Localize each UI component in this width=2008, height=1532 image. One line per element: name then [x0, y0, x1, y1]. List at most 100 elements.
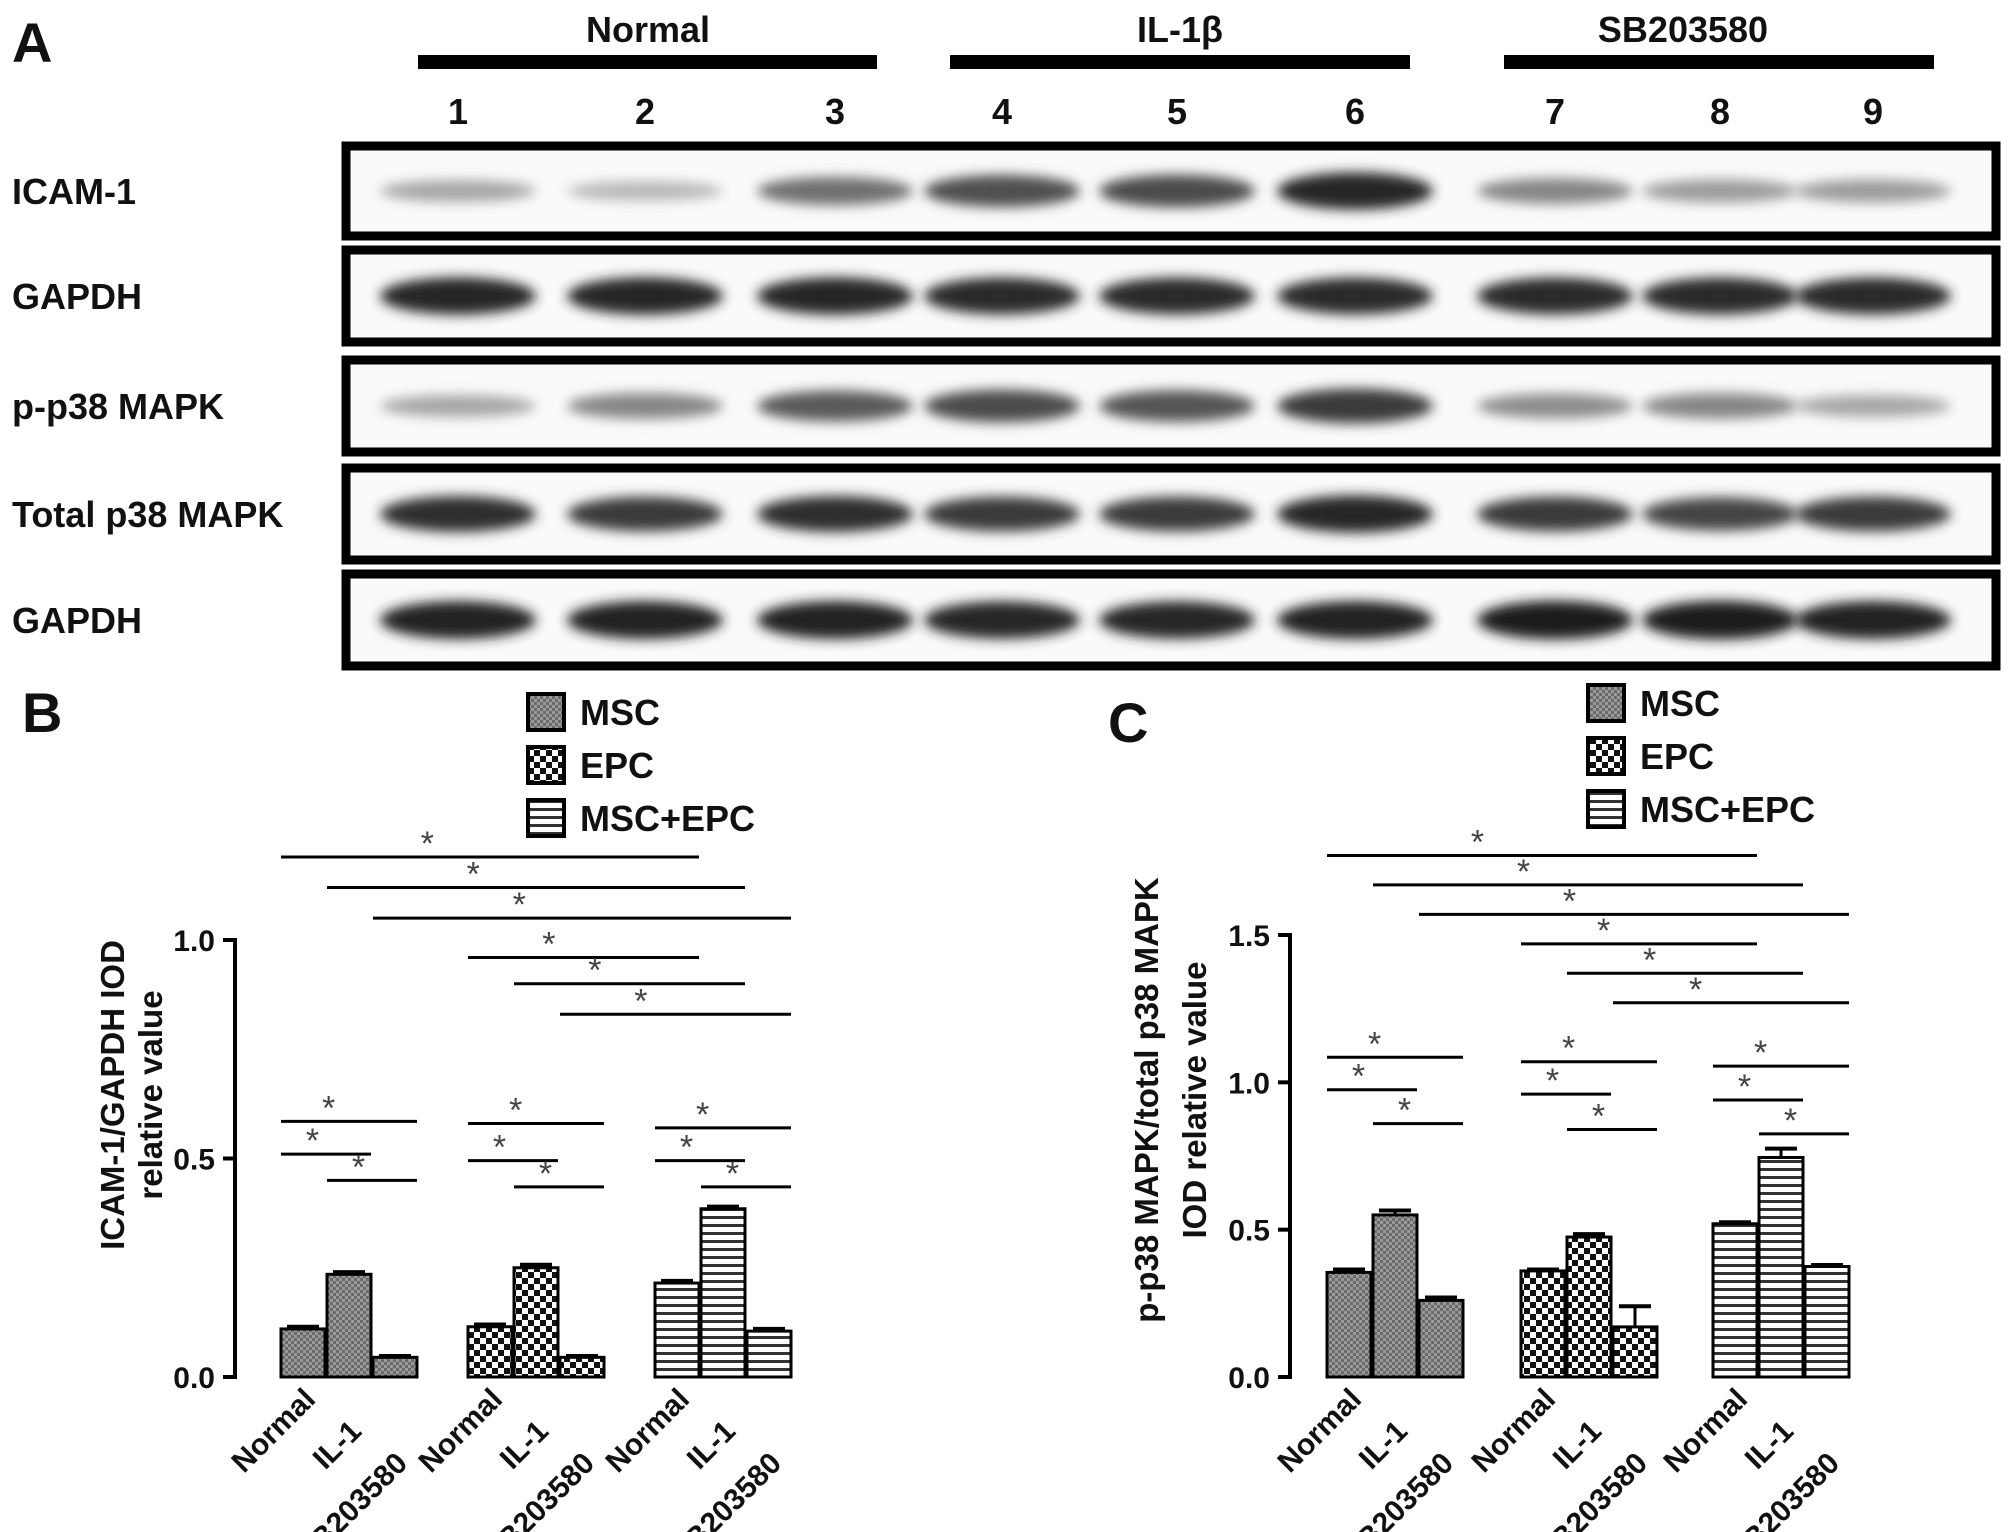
legend-label-msc-epc: MSC+EPC: [1640, 789, 1815, 830]
y-axis-label-c-line1: p-p38 MAPK/total p38 MAPK: [1128, 877, 1165, 1323]
blot-row-label: GAPDH: [12, 600, 142, 641]
bar-msc-epc-il-1: [1757, 1155, 1805, 1379]
significance-marker: *: [306, 1122, 319, 1160]
legend-swatch-msc: [1586, 683, 1626, 723]
x-tick-label-il-1: IL-1: [1547, 1415, 1608, 1476]
blot-row-icam-1-0: ICAM-1: [12, 141, 2001, 241]
bar-epc-il-1: [512, 1266, 560, 1379]
blot-band: [1795, 601, 1951, 639]
y-tick-label: 1.0: [173, 925, 215, 958]
lane-number-8: 8: [1710, 91, 1730, 132]
blot-band: [380, 495, 536, 533]
x-tick-label-il-1: IL-1: [1739, 1415, 1800, 1476]
bar-epc-sb203580: [1611, 1325, 1659, 1379]
blot-row-gapdh-4: GAPDH: [12, 569, 2001, 671]
x-tick-label-normal: Normal: [600, 1383, 696, 1479]
blot-band: [757, 601, 913, 639]
significance-marker: *: [634, 982, 647, 1020]
blot-row-p-p38-mapk-2: p-p38 MAPK: [12, 355, 2001, 457]
blot-band: [1277, 495, 1433, 533]
x-tick-label-sb203580: SB203580: [1722, 1447, 1846, 1532]
group-label-sb203580: SB203580: [1598, 9, 1768, 50]
blot-band: [1795, 395, 1951, 417]
lane-number-4: 4: [992, 91, 1012, 132]
x-tick-label-normal: Normal: [1272, 1383, 1368, 1479]
lane-number-7: 7: [1545, 91, 1565, 132]
significance-marker: *: [1597, 912, 1610, 950]
significance-marker: *: [542, 925, 555, 963]
blot-band: [1099, 601, 1255, 639]
y-tick-label: 1.0: [1228, 1067, 1270, 1100]
legend-swatch-epc: [526, 745, 566, 785]
legend-label-epc: EPC: [580, 745, 654, 786]
y-tick-label: 0.5: [173, 1144, 215, 1177]
chart-c: 0.00.51.01.5NormalIL-1SB203580NormalIL-1…: [1228, 823, 1851, 1532]
significance-marker: *: [493, 1129, 506, 1167]
bar-msc-sb203580: [371, 1355, 419, 1379]
lane-number-2: 2: [635, 91, 655, 132]
bar-msc-sb203580: [1417, 1298, 1465, 1379]
bar-msc-epc-il-1: [699, 1207, 747, 1379]
lane-number-1: 1: [448, 91, 468, 132]
blot-band: [924, 174, 1080, 208]
x-tick-label-sb203580: SB203580: [477, 1447, 601, 1532]
blot-band: [1642, 179, 1798, 203]
blot-band: [757, 495, 913, 533]
panel-label-c: C: [1108, 691, 1148, 754]
significance-marker: *: [509, 1092, 522, 1130]
blot-band: [380, 180, 536, 202]
significance-marker: *: [513, 886, 526, 924]
panel-label-b: B: [22, 681, 62, 744]
bar-msc-il-1: [325, 1272, 373, 1379]
x-tick-label-il-1: IL-1: [494, 1415, 555, 1476]
legend-c: MSC EPC MSC+EPC: [1586, 683, 1815, 830]
legend-swatch-msc-epc: [526, 798, 566, 838]
blot-band: [380, 277, 536, 315]
blot-band: [1795, 277, 1951, 315]
x-tick-label-sb203580: SB203580: [664, 1447, 788, 1532]
blot-rows: ICAM-1 GAPDH p-p38 MAPK Total p38 MAPK GAPDH: [12, 141, 2001, 671]
significance-marker: *: [1689, 971, 1702, 1009]
legend-label-msc-epc: MSC+EPC: [580, 798, 755, 839]
lane-number-3: 3: [825, 91, 845, 132]
bar-msc-epc-sb203580: [745, 1329, 793, 1379]
y-tick-label: 0.5: [1228, 1215, 1270, 1248]
group-label-normal: Normal: [586, 9, 710, 50]
bar-msc-epc-normal: [653, 1281, 701, 1379]
significance-marker: *: [467, 856, 480, 894]
x-tick-label-normal: Normal: [413, 1383, 509, 1479]
chart-b: 0.00.51.0NormalIL-1SB203580NormalIL-1SB2…: [173, 825, 793, 1532]
blot-band: [1477, 178, 1633, 204]
blot-band: [1642, 497, 1798, 531]
blot-row-label: p-p38 MAPK: [12, 386, 224, 427]
blot-band: [1477, 496, 1633, 532]
significance-marker: *: [352, 1148, 365, 1186]
blot-row-total-p38-mapk-3: Total p38 MAPK: [12, 463, 2001, 565]
blot-band: [1795, 496, 1951, 532]
blot-band: [380, 395, 536, 417]
blot-band: [757, 176, 913, 206]
lane-number-9: 9: [1863, 91, 1883, 132]
x-tick-label-normal: Normal: [226, 1383, 322, 1479]
bar-msc-normal: [279, 1327, 327, 1379]
blot-band: [1642, 277, 1798, 315]
significance-marker: *: [696, 1096, 709, 1134]
bar-msc-il-1: [1371, 1213, 1419, 1379]
blot-band: [1099, 277, 1255, 315]
significance-marker: *: [421, 825, 434, 863]
blot-band: [1477, 600, 1633, 640]
significance-marker: *: [726, 1155, 739, 1193]
blot-band: [1477, 393, 1633, 419]
blot-band: [757, 277, 913, 315]
bar-epc-sb203580: [558, 1355, 606, 1379]
significance-marker: *: [1562, 1030, 1575, 1068]
lane-number-5: 5: [1167, 91, 1187, 132]
blot-band: [924, 277, 1080, 315]
blot-band: [1642, 600, 1798, 640]
bar-msc-epc-sb203580: [1803, 1265, 1851, 1379]
blot-band: [1277, 277, 1433, 315]
bar-epc-il-1: [1565, 1235, 1613, 1379]
blot-band: [1277, 601, 1433, 639]
x-tick-label-normal: Normal: [1658, 1383, 1754, 1479]
